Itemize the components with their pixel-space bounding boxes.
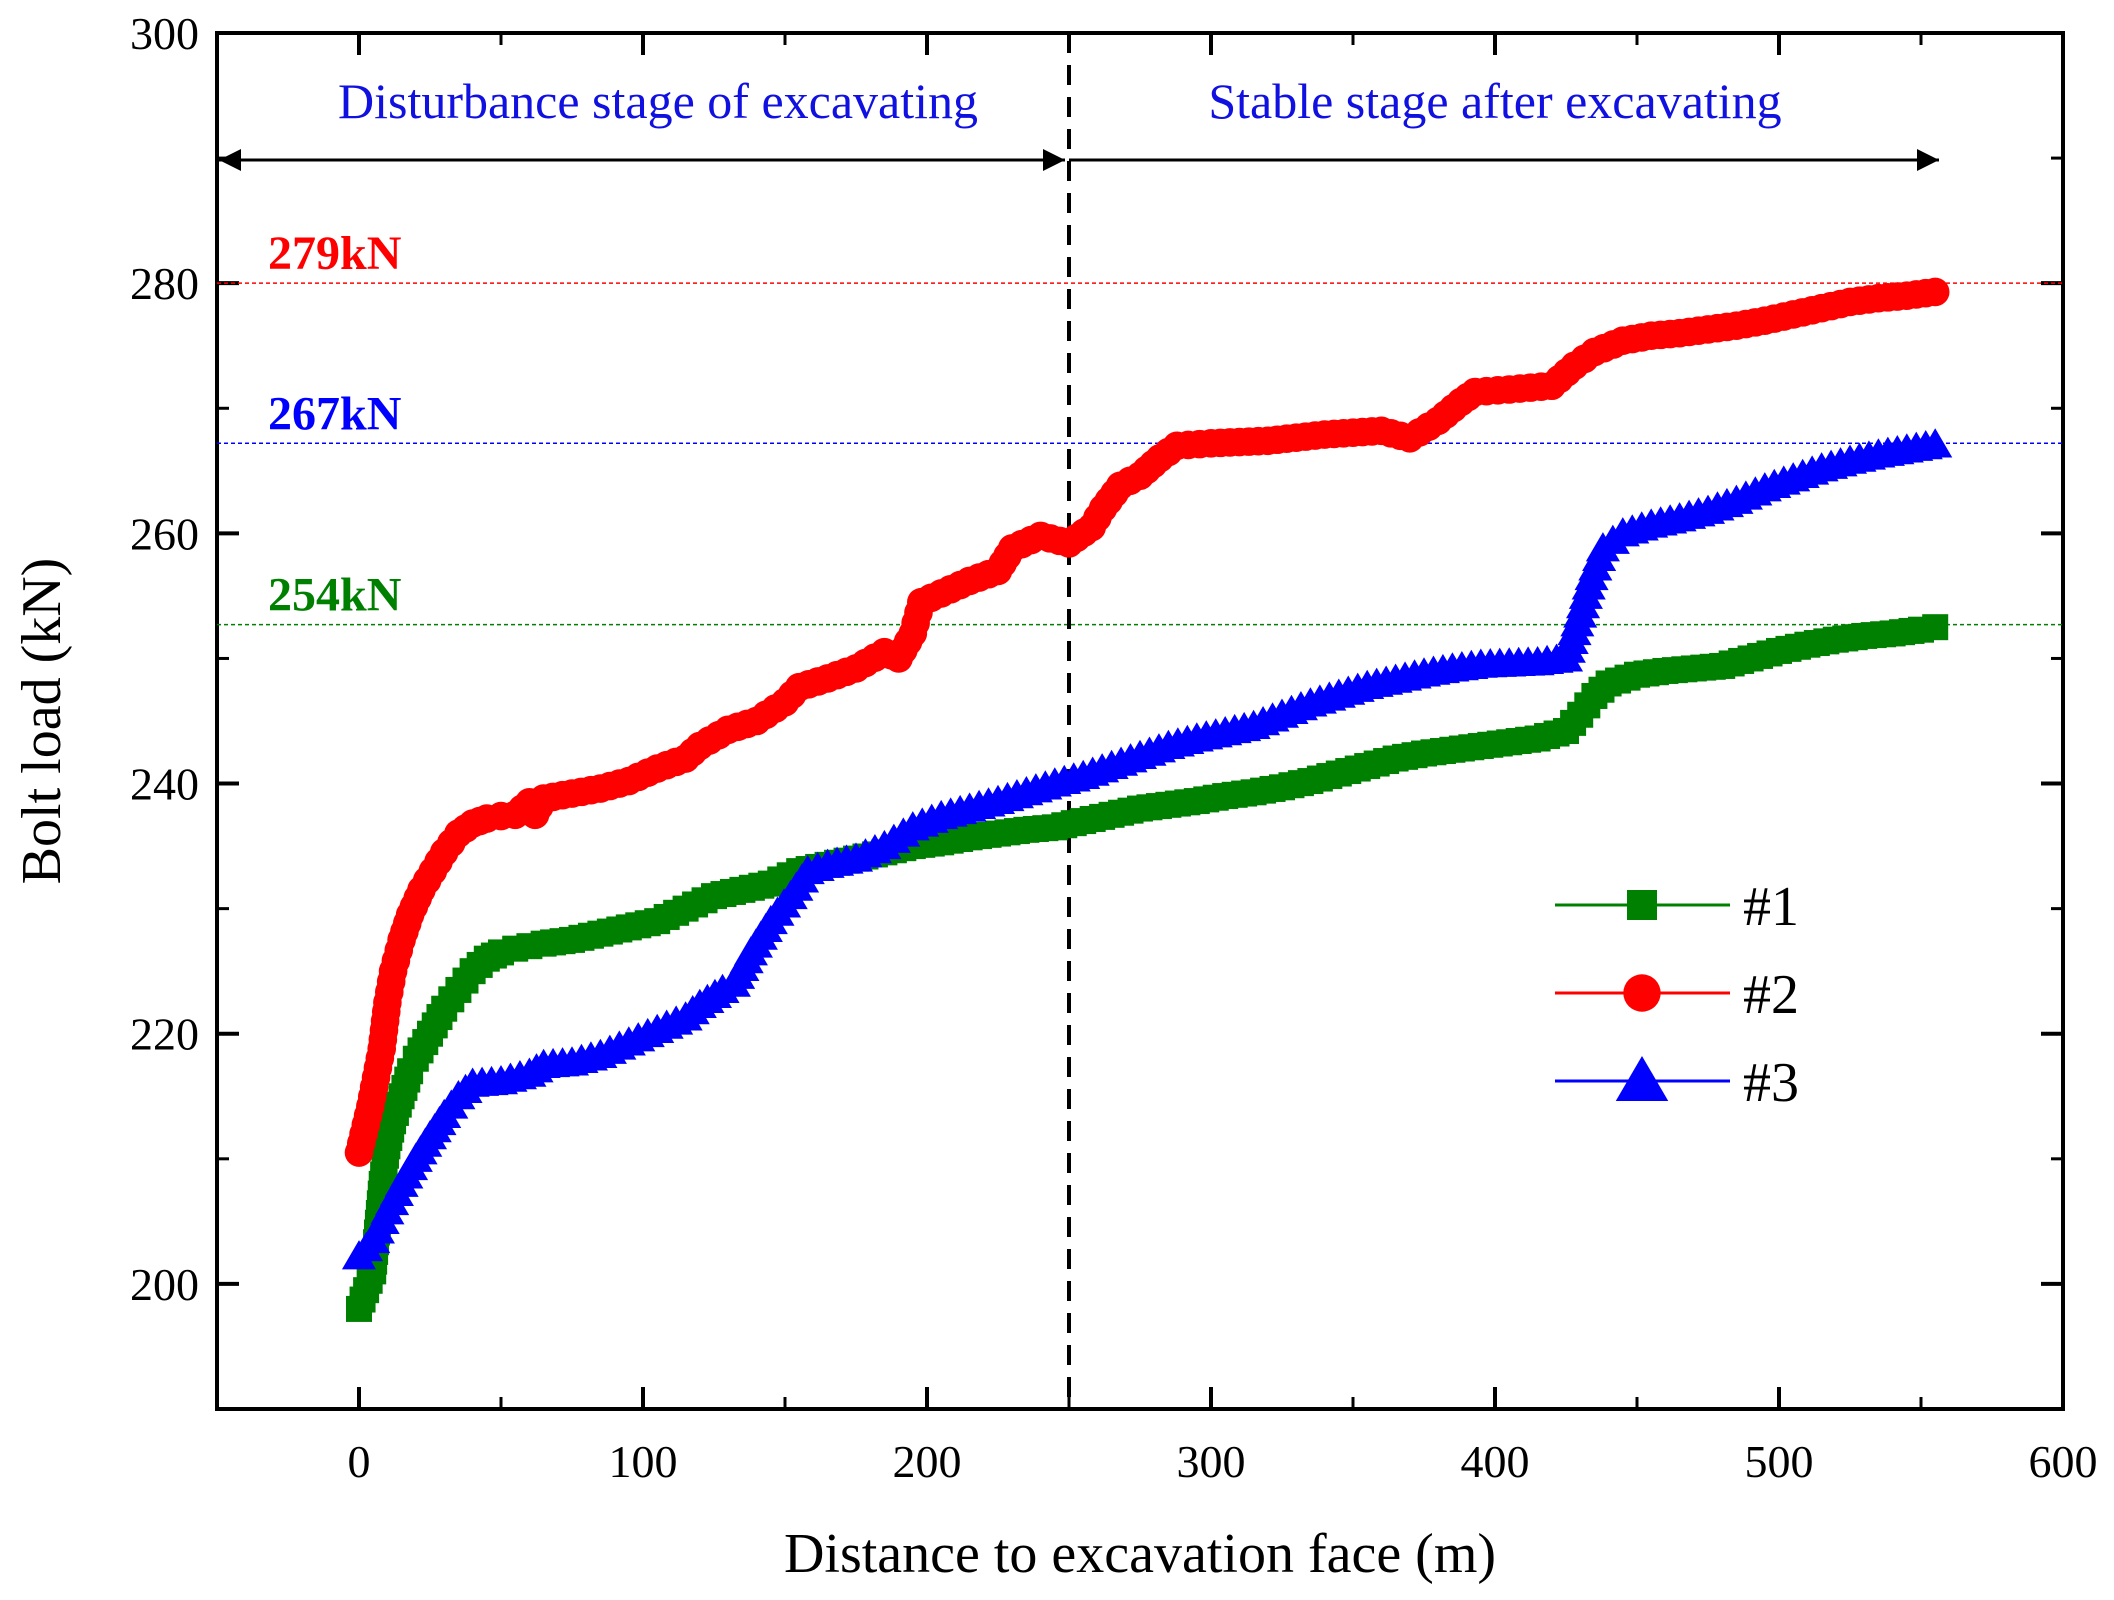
legend-label: #2 [1743, 964, 1799, 1026]
x-tick-label: 500 [1745, 1436, 1814, 1487]
plot-area-frame [215, 31, 2065, 1411]
reference-labels: 279kN 267kN 254kN [268, 227, 402, 621]
series-2 [344, 277, 1950, 1167]
x-tick-label: 100 [609, 1436, 678, 1487]
series-3 [341, 428, 1953, 1270]
series-line [357, 443, 1936, 1258]
data-point-triangle [1918, 428, 1953, 458]
data-point-circle [1623, 974, 1661, 1012]
y-tick-label: 240 [130, 759, 199, 810]
y-tick-label: 260 [130, 508, 199, 559]
y-tick-label: 220 [130, 1009, 199, 1060]
legend-label: #1 [1743, 876, 1799, 938]
reference-label: 279kN [268, 227, 402, 280]
y-tick-label: 280 [130, 258, 199, 309]
series-layer [341, 277, 1953, 1322]
series-line [357, 290, 1936, 1153]
legend-label: #3 [1743, 1052, 1799, 1114]
legend: #1 #2 #3 [1555, 876, 1799, 1114]
x-tick-label: 400 [1461, 1436, 1530, 1487]
reference-label: 267kN [268, 387, 402, 440]
y-axis-title: Bolt load (kN) [11, 558, 73, 885]
data-point-square [1627, 890, 1657, 920]
reference-label: 254kN [268, 569, 402, 622]
x-axis-ticks: 0 100 200 300 400 500 600 [348, 33, 2098, 1487]
x-tick-label: 0 [348, 1436, 371, 1487]
x-tick-label: 600 [2029, 1436, 2098, 1487]
x-tick-label: 300 [1177, 1436, 1246, 1487]
series-line [357, 625, 1936, 1310]
x-tick-label: 200 [893, 1436, 962, 1487]
stage-label-stable: Stable stage after excavating [1208, 73, 1781, 129]
data-point-square [1922, 614, 1949, 641]
data-point-triangle [1615, 1056, 1669, 1101]
y-axis-ticks: 200 220 240 260 280 300 [130, 8, 2063, 1411]
data-point-circle [1920, 277, 1950, 307]
stage-label-disturbance: Disturbance stage of excavating [338, 73, 978, 129]
series-1 [346, 614, 1949, 1322]
y-tick-label: 300 [130, 8, 199, 59]
reference-lines [217, 282, 2063, 626]
x-axis-title: Distance to excavation face (m) [784, 1523, 1496, 1585]
y-tick-label: 200 [130, 1259, 199, 1310]
